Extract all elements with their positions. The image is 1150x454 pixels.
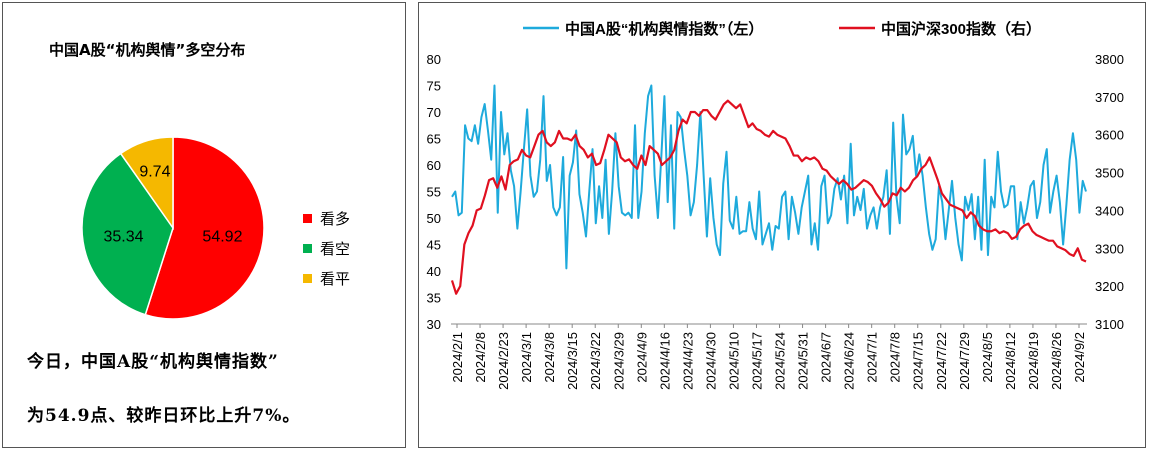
pie-slice-neutral bbox=[119, 136, 174, 231]
right-y-tick-label: 3700 bbox=[1095, 90, 1124, 105]
legend-label-sentiment: 中国A股“机构舆情指数”（左） bbox=[565, 20, 763, 38]
x-tick-label: 2024/2/23 bbox=[496, 332, 511, 390]
right-y-tick-label: 3500 bbox=[1095, 166, 1124, 181]
left-y-tick-label: 60 bbox=[427, 158, 441, 173]
left-y-tick-label: 40 bbox=[427, 264, 441, 279]
x-tick-label: 2024/8/26 bbox=[1049, 332, 1064, 390]
x-tick-label: 2024/7/29 bbox=[957, 332, 972, 390]
pie-chart-title: 中国A股“机构舆情”多空分布 bbox=[49, 41, 246, 59]
line-chart-legend: 中国A股“机构舆情指数”（左） 中国沪深300指数（右） bbox=[523, 20, 1041, 38]
x-tick-label: 2024/7/1 bbox=[865, 332, 880, 383]
pie-legend: 看多 看空 看平 bbox=[303, 203, 350, 293]
left-y-tick-label: 35 bbox=[427, 291, 441, 306]
pie-slice-bullish bbox=[144, 136, 265, 320]
legend-item-bearish: 看空 bbox=[303, 233, 350, 263]
series-line-csi300-index bbox=[450, 99, 1087, 295]
x-tick-label: 2024/4/16 bbox=[657, 332, 672, 390]
legend-item-neutral: 看平 bbox=[303, 263, 350, 293]
sentiment-index-line-panel: 中国A股“机构舆情指数”（左） 中国沪深300指数（右） 30 35 40 45 50 5… bbox=[418, 2, 1146, 448]
legend-item-bullish: 看多 bbox=[303, 203, 350, 233]
left-y-tick-label: 45 bbox=[427, 238, 441, 253]
pie-value-label-bullish: 54.92 bbox=[202, 229, 242, 246]
left-y-tick-label: 70 bbox=[427, 105, 441, 120]
x-tick-label: 2024/8/5 bbox=[980, 332, 995, 383]
legend-swatch-bullish bbox=[303, 213, 312, 223]
x-axis: 2024/2/1 2024/2/8 2024/2/23 2024/3/1 2024/3/… bbox=[450, 324, 1087, 390]
right-y-axis: 3100 3200 3300 3400 3500 3600 3700 3800 bbox=[1095, 52, 1124, 332]
legend-swatch-neutral bbox=[303, 273, 312, 283]
legend-label-bearish: 看空 bbox=[320, 239, 351, 258]
series-line-sentiment-index bbox=[451, 84, 1087, 270]
x-tick-label: 2024/3/15 bbox=[565, 332, 580, 390]
legend-label-neutral: 看平 bbox=[320, 269, 351, 288]
legend-label-bullish: 看多 bbox=[320, 209, 351, 228]
sentiment-pie-chart: 54.92 35.34 9.74 bbox=[81, 136, 265, 320]
right-y-tick-label: 3200 bbox=[1095, 279, 1124, 294]
x-tick-label: 2024/5/24 bbox=[773, 332, 788, 390]
pie-value-label-bearish: 35.34 bbox=[103, 229, 143, 246]
left-y-tick-label: 75 bbox=[427, 79, 441, 94]
x-tick-label: 2024/7/8 bbox=[888, 332, 903, 383]
x-tick-label: 2024/3/1 bbox=[519, 332, 534, 383]
x-tick-label: 2024/8/19 bbox=[1026, 332, 1041, 390]
left-y-tick-label: 80 bbox=[427, 52, 441, 67]
x-tick-label: 2024/6/24 bbox=[842, 332, 857, 390]
sentiment-vs-csi300-line-chart: 中国A股“机构舆情指数”（左） 中国沪深300指数（右） 30 35 40 45 50 5… bbox=[427, 20, 1124, 390]
summary-text-line-2: 为54.9点、较昨日环比上升7%。 bbox=[27, 406, 301, 426]
x-tick-label: 2024/9/2 bbox=[1072, 332, 1087, 383]
x-tick-label: 2024/4/9 bbox=[634, 332, 649, 383]
x-tick-label: 2024/4/30 bbox=[703, 332, 718, 390]
x-tick-label: 2024/7/22 bbox=[934, 332, 949, 390]
x-tick-label: 2024/7/15 bbox=[911, 332, 926, 390]
right-y-tick-label: 3300 bbox=[1095, 241, 1124, 256]
x-tick-label: 2024/3/8 bbox=[542, 332, 557, 383]
left-y-tick-label: 55 bbox=[427, 185, 441, 200]
x-tick-label: 2024/2/8 bbox=[473, 332, 488, 383]
line-series bbox=[450, 84, 1087, 295]
left-y-tick-label: 50 bbox=[427, 211, 441, 226]
sentiment-distribution-panel: 中国A股“机构舆情”多空分布 54.92 35.34 9.74 看多 看空 看平 今… bbox=[2, 2, 406, 448]
x-tick-label: 2024/8/12 bbox=[1003, 332, 1018, 390]
legend-label-csi300: 中国沪深300指数（右） bbox=[881, 20, 1041, 38]
x-tick-label: 2024/5/31 bbox=[796, 332, 811, 390]
x-tick-label: 2024/4/23 bbox=[680, 332, 695, 390]
right-y-tick-label: 3800 bbox=[1095, 52, 1124, 67]
left-y-axis: 30 35 40 45 50 55 60 65 70 75 80 bbox=[427, 52, 441, 332]
x-tick-label: 2024/3/29 bbox=[611, 332, 626, 390]
x-tick-label: 2024/3/22 bbox=[588, 332, 603, 390]
legend-swatch-bearish bbox=[303, 243, 312, 253]
summary-text-line-1: 今日，中国A股“机构舆情指数” bbox=[27, 352, 279, 372]
x-tick-label: 2024/6/7 bbox=[819, 332, 834, 383]
right-y-tick-label: 3600 bbox=[1095, 128, 1124, 143]
pie-value-label-neutral: 9.74 bbox=[139, 164, 170, 181]
left-y-tick-label: 65 bbox=[427, 132, 441, 147]
pie-slice-bearish bbox=[81, 152, 174, 316]
x-tick-label: 2024/2/1 bbox=[450, 332, 465, 383]
left-y-tick-label: 30 bbox=[427, 317, 441, 332]
x-tick-label: 2024/5/10 bbox=[726, 332, 741, 390]
right-y-tick-label: 3400 bbox=[1095, 203, 1124, 218]
right-y-tick-label: 3100 bbox=[1095, 317, 1124, 332]
x-tick-label: 2024/5/17 bbox=[749, 332, 764, 390]
